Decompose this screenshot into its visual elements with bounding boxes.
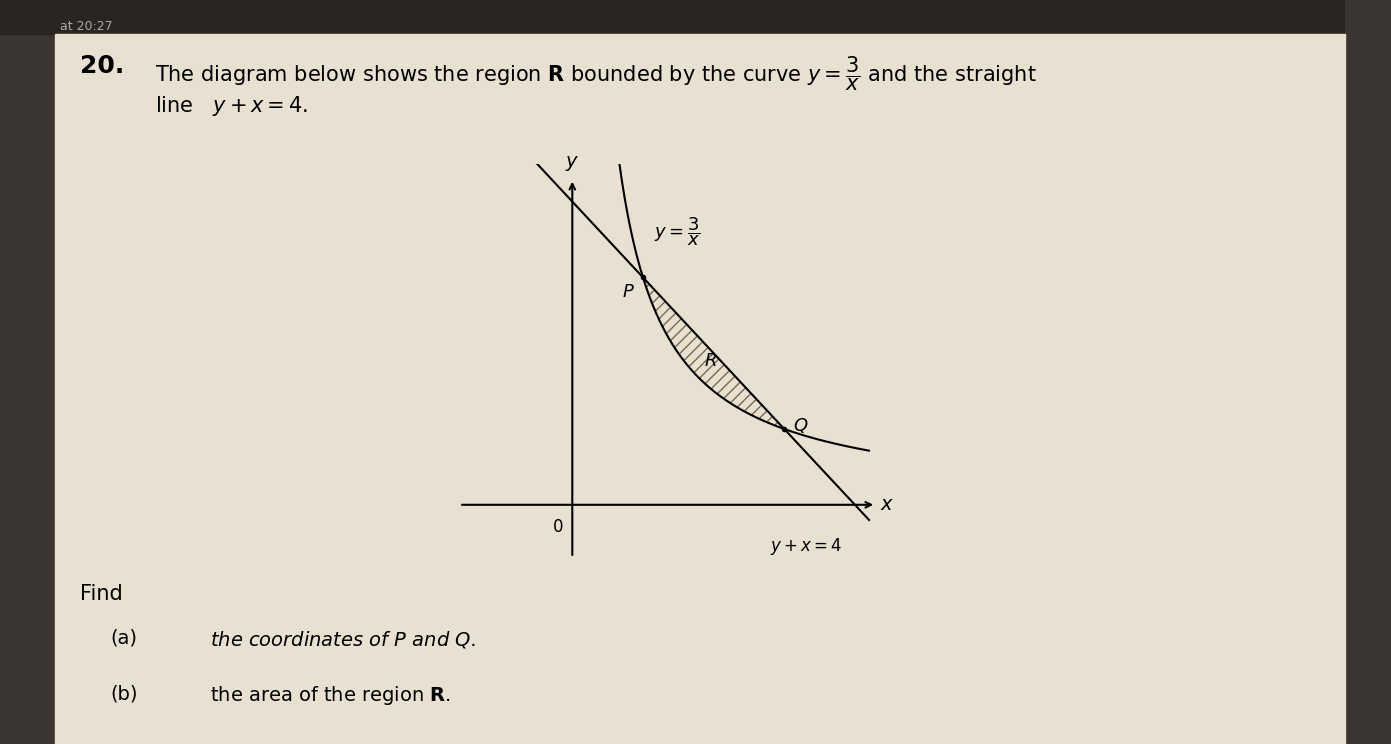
Text: 20.: 20.	[81, 54, 124, 78]
Text: The diagram below shows the region $\mathbf{R}$ bounded by the curve $y = \dfrac: The diagram below shows the region $\mat…	[154, 54, 1036, 92]
Text: the coordinates of $P$ and $Q$.: the coordinates of $P$ and $Q$.	[210, 629, 476, 650]
Bar	[0, 0, 56, 744]
Text: $P$: $P$	[622, 283, 634, 301]
Bar	[1345, 0, 1391, 744]
Text: $R$: $R$	[704, 352, 716, 370]
Text: $y = \dfrac{3}{x}$: $y = \dfrac{3}{x}$	[654, 216, 700, 248]
Bar	[0, 0, 1391, 34]
Text: (a): (a)	[110, 629, 136, 648]
Text: at 20:27: at 20:27	[60, 19, 113, 33]
Text: line   $y+x=4$.: line $y+x=4$.	[154, 94, 309, 118]
Text: $y$: $y$	[565, 154, 580, 173]
Text: $Q$: $Q$	[793, 416, 808, 434]
Text: $0$: $0$	[552, 519, 563, 536]
Text: (b): (b)	[110, 684, 138, 703]
Text: $x$: $x$	[879, 496, 894, 514]
Text: Find: Find	[81, 584, 122, 604]
Text: the area of the region $\mathbf{R}$.: the area of the region $\mathbf{R}$.	[210, 684, 451, 707]
Text: $y+x=4$: $y+x=4$	[771, 536, 843, 557]
